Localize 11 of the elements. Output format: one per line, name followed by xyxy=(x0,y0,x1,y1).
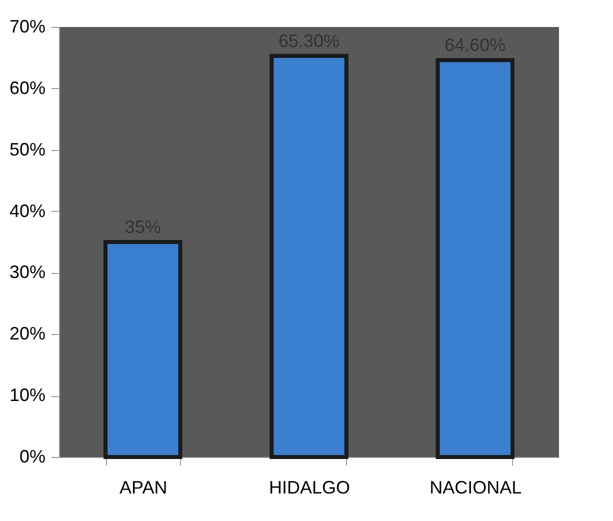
y-tick-label: 30% xyxy=(9,262,46,282)
y-tick-label: 0% xyxy=(19,446,46,466)
y-tick-label: 40% xyxy=(9,200,46,221)
y-tick-label: 20% xyxy=(9,324,46,344)
y-tick-label: 70% xyxy=(9,16,46,36)
x-tick-label: APAN xyxy=(120,478,168,498)
y-tick-label: 10% xyxy=(9,385,46,406)
x-tick-label: HIDALGO xyxy=(268,478,350,498)
x-tick-label: NACIONAL xyxy=(430,478,522,498)
y-tick-label: 60% xyxy=(9,78,46,98)
y-tick-label: 50% xyxy=(9,139,46,160)
